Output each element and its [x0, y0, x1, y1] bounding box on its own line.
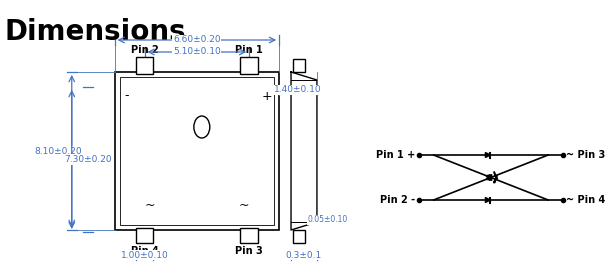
- Bar: [240, 228, 258, 243]
- Text: Pin 2 -: Pin 2 -: [381, 195, 416, 205]
- Ellipse shape: [194, 116, 210, 138]
- Text: Dimensions: Dimensions: [5, 18, 187, 46]
- Text: Pin 1: Pin 1: [235, 45, 263, 55]
- Bar: [136, 57, 153, 74]
- Text: Pin 1 +: Pin 1 +: [376, 150, 416, 160]
- Polygon shape: [485, 153, 490, 158]
- Text: 1.00±0.10: 1.00±0.10: [121, 251, 168, 259]
- Bar: [136, 228, 153, 243]
- Text: -: -: [124, 89, 129, 102]
- Text: +: +: [262, 89, 272, 102]
- Text: ~: ~: [239, 198, 249, 211]
- Text: 0.3±0.1: 0.3±0.1: [286, 251, 322, 259]
- Bar: [115, 72, 279, 230]
- Text: ~: ~: [144, 198, 155, 211]
- Text: 5.10±0.10: 5.10±0.10: [173, 47, 221, 57]
- Text: 8.10±0.20: 8.10±0.20: [34, 147, 81, 155]
- Text: 0.05±0.10: 0.05±0.10: [308, 216, 348, 224]
- Text: Pin 3: Pin 3: [235, 246, 263, 256]
- Bar: [293, 59, 305, 72]
- Text: ~ Pin 3: ~ Pin 3: [566, 150, 606, 160]
- Text: 1.40±0.10: 1.40±0.10: [274, 86, 322, 94]
- Bar: [293, 230, 305, 243]
- Bar: [120, 77, 274, 225]
- Bar: [240, 57, 258, 74]
- Text: Pin 2: Pin 2: [131, 45, 158, 55]
- Text: 7.30±0.20: 7.30±0.20: [64, 155, 111, 164]
- Polygon shape: [486, 175, 492, 180]
- Polygon shape: [486, 175, 492, 180]
- Polygon shape: [485, 198, 490, 203]
- Text: ~ Pin 4: ~ Pin 4: [566, 195, 606, 205]
- Text: Pin 4: Pin 4: [131, 246, 158, 256]
- Text: 6.60±0.20: 6.60±0.20: [173, 36, 221, 44]
